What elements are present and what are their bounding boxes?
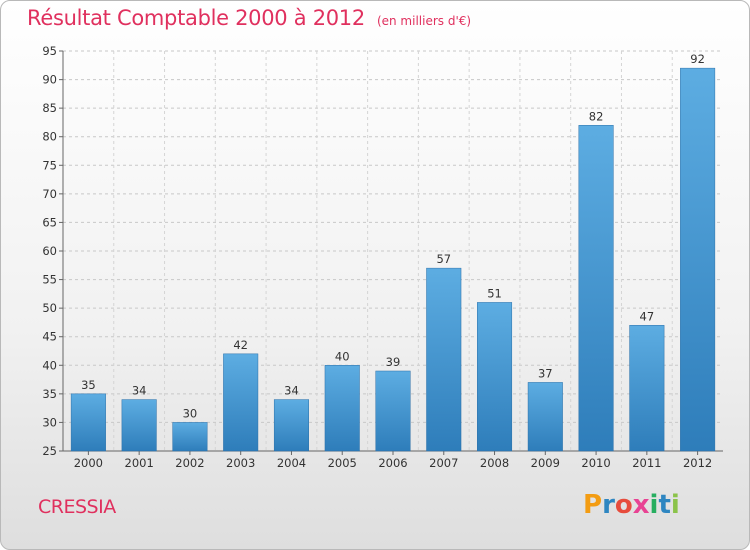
chart-title: Résultat Comptable 2000 à 2012 [27, 6, 365, 30]
y-tick-label: 75 [42, 158, 57, 172]
data-label: 40 [335, 349, 350, 363]
x-tick-label: 2010 [581, 456, 610, 470]
y-tick-label: 40 [42, 358, 57, 372]
y-tick-label: 90 [42, 73, 57, 87]
y-tick-label: 95 [42, 44, 57, 58]
bars: 35 34 30 42 34 40 39 57 51 37 82 47 92 [70, 52, 716, 452]
data-label: 35 [81, 378, 96, 392]
x-tick-label: 2003 [226, 456, 255, 470]
data-label: 34 [132, 384, 147, 398]
x-tick-label: 2007 [429, 456, 458, 470]
logo-letter: x [632, 490, 650, 520]
data-label: 47 [640, 309, 655, 323]
bar [629, 325, 665, 452]
y-tick-label: 60 [42, 244, 57, 258]
x-tick-label: 2000 [74, 456, 103, 470]
data-label: 42 [233, 338, 248, 352]
y-tick-label: 30 [42, 415, 57, 429]
proxiti-logo: Proxiti [583, 490, 680, 520]
data-label: 37 [538, 366, 553, 380]
data-label: 92 [690, 52, 705, 66]
y-tick-label: 25 [42, 444, 57, 458]
bar [223, 353, 259, 452]
bar [172, 422, 208, 452]
bar [426, 267, 462, 452]
bar [273, 399, 309, 452]
bar [70, 393, 106, 452]
y-tick-label: 80 [42, 130, 57, 144]
y-tick-label: 55 [42, 273, 57, 287]
y-tick-label: 70 [42, 187, 57, 201]
logo-letter: o [614, 490, 633, 520]
x-tick-label: 2011 [632, 456, 661, 470]
logo-letter: P [583, 490, 603, 520]
data-label: 30 [183, 406, 198, 420]
bar [527, 382, 563, 452]
commune-name: CRESSIA [38, 496, 116, 518]
chart-title-block: Résultat Comptable 2000 à 2012 (en millie… [27, 6, 471, 30]
y-tick-label: 35 [42, 387, 57, 401]
bar [324, 365, 360, 452]
logo-letter: i [649, 490, 659, 520]
x-tick-label: 2009 [531, 456, 560, 470]
data-label: 57 [436, 252, 451, 266]
logo-letter: t [658, 490, 671, 520]
y-tick-label: 65 [42, 215, 57, 229]
y-tick-label: 85 [42, 101, 57, 115]
data-label: 34 [284, 384, 299, 398]
y-tick-label: 45 [42, 330, 57, 344]
bar [121, 399, 157, 452]
logo-letter: r [602, 490, 615, 520]
x-tick-label: 2001 [125, 456, 154, 470]
data-label: 39 [386, 355, 401, 369]
logo-letter: i [670, 490, 680, 520]
bar [375, 370, 411, 452]
x-tick-label: 2012 [683, 456, 712, 470]
bar [477, 302, 513, 452]
data-label: 51 [487, 286, 502, 300]
x-tick-label: 2005 [328, 456, 357, 470]
bar [680, 67, 716, 452]
y-tick-label: 50 [42, 301, 57, 315]
chart-subtitle: (en milliers d'€) [376, 14, 472, 28]
bar [578, 125, 614, 452]
data-label: 82 [589, 109, 604, 123]
x-tick-label: 2008 [480, 456, 509, 470]
x-tick-label: 2002 [175, 456, 204, 470]
x-tick-label: 2004 [277, 456, 306, 470]
x-tick-label: 2006 [378, 456, 407, 470]
